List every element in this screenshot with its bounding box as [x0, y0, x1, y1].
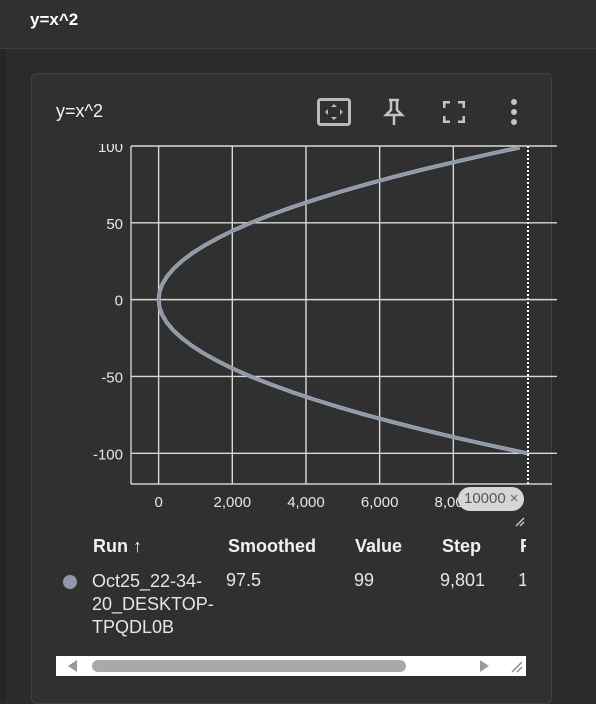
resize-handle-icon[interactable] — [508, 658, 524, 674]
column-header-step[interactable]: Step — [442, 536, 482, 556]
pin-button[interactable] — [376, 94, 412, 130]
x-tick-label: 4,000 — [287, 494, 325, 511]
column-header-value[interactable]: Value — [355, 536, 403, 556]
run-name-line: 20_DESKTOP- — [92, 594, 214, 614]
left-rail — [0, 49, 6, 702]
column-header-run[interactable]: Run ↑ — [93, 536, 142, 556]
section-title: y=x^2 — [30, 10, 79, 29]
run-name-line: Oct25_22-34- — [92, 571, 203, 591]
more-vert-icon — [511, 99, 517, 125]
scroll-right-arrow-icon[interactable] — [480, 660, 489, 672]
x-tick-label: 6,000 — [361, 494, 399, 511]
run-color-swatch — [63, 575, 77, 589]
step-cursor-label: 10000 — [464, 490, 506, 507]
fullscreen-icon — [443, 101, 465, 123]
x-tick-label: 0 — [154, 494, 162, 511]
x-tick-label: 2,000 — [214, 494, 252, 511]
pin-icon — [382, 98, 406, 125]
more-menu-button[interactable] — [496, 94, 532, 130]
fit-domain-icon — [317, 98, 351, 126]
scroll-left-arrow-icon[interactable] — [68, 660, 77, 672]
y-tick-label: 50 — [106, 216, 123, 233]
close-icon[interactable]: × — [509, 490, 519, 507]
scroll-thumb[interactable] — [92, 660, 406, 672]
column-header-relative[interactable]: R — [520, 536, 526, 557]
cell-smoothed: 97.5 — [226, 570, 262, 590]
y-tick-label: -100 — [93, 446, 123, 463]
step-cursor-chip[interactable]: 10000 × — [458, 487, 525, 511]
fullscreen-button[interactable] — [436, 94, 472, 130]
cell-value: 99 — [354, 570, 375, 590]
fit-domain-button[interactable] — [316, 94, 352, 130]
run-name: Oct25_22-34- 20_DESKTOP- TPQDL0B — [92, 570, 232, 639]
series-line — [157, 146, 527, 455]
y-tick-label: 0 — [115, 293, 123, 310]
column-header-smoothed[interactable]: Smoothed — [228, 536, 316, 556]
card-title: y=x^2 — [56, 101, 103, 121]
chart-resize-icon[interactable] — [515, 517, 525, 527]
run-name-line: TPQDL0B — [92, 617, 175, 637]
top-bar: y=x^2 — [0, 0, 596, 49]
scalar-card: y=x^2 0 2,000 4,000 6,000 8,000 100 50 0 -50 -100… — [31, 73, 557, 704]
cell-relative: 1 — [518, 570, 526, 590]
cell-step: 9,801 — [440, 570, 486, 590]
horizontal-scrollbar[interactable] — [56, 656, 526, 676]
y-tick-label: 100 — [98, 139, 123, 156]
y-tick-label: -50 — [101, 369, 123, 386]
